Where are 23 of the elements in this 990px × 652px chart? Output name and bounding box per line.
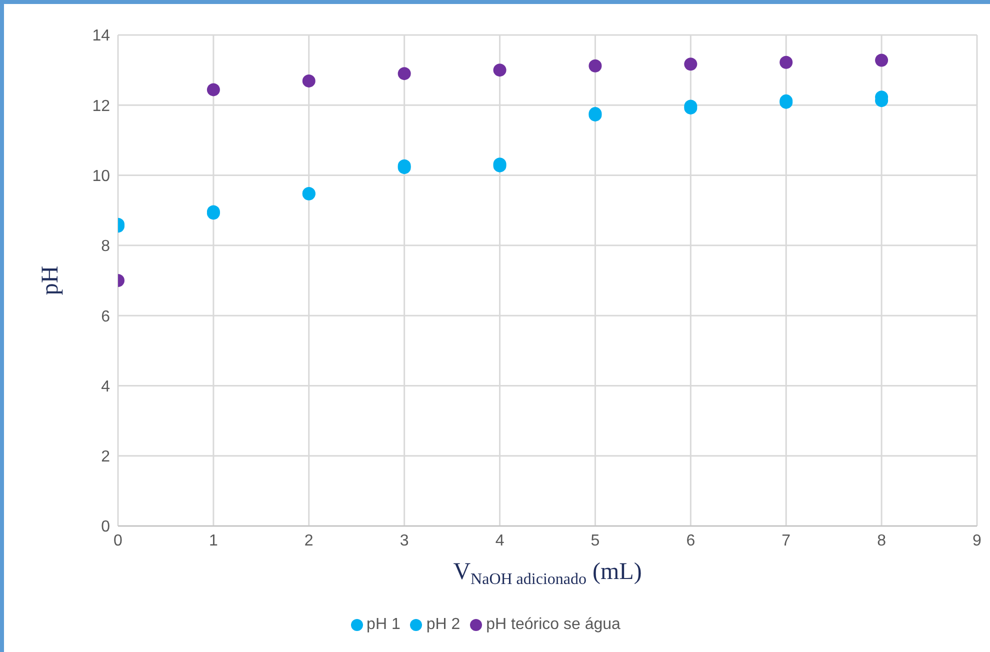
y-tick-label: 0 — [101, 518, 110, 536]
x-tick-label: 2 — [304, 532, 314, 550]
y-tick-label: 14 — [92, 28, 110, 45]
x-tick-label: 6 — [686, 532, 696, 550]
x-tick-label: 4 — [495, 532, 504, 550]
y-tick-label: 4 — [101, 378, 110, 396]
x-tick-label: 8 — [877, 532, 886, 550]
x-tick-label: 5 — [590, 532, 600, 550]
x-tick-label: 1 — [208, 532, 218, 550]
x-tick-label: 0 — [114, 532, 123, 550]
y-tick-label: 12 — [92, 98, 110, 115]
y-tick-label: 8 — [101, 238, 110, 256]
x-tick-label: 3 — [400, 532, 409, 550]
y-axis-title: pH — [38, 266, 64, 296]
y-tick-label: 10 — [92, 168, 110, 185]
x-axis-title: V$_{NaOH adicionado}$ (mL) — [453, 559, 642, 588]
x-tick-label: 9 — [972, 532, 982, 550]
legend-label: pH 1 — [366, 616, 400, 633]
y-tick-label: 6 — [101, 308, 110, 326]
y-tick-label: 2 — [101, 448, 110, 466]
legend-label: pH 2 — [426, 616, 460, 633]
x-tick-label: 7 — [782, 532, 791, 550]
legend-label: pH teórico se água — [486, 616, 620, 633]
